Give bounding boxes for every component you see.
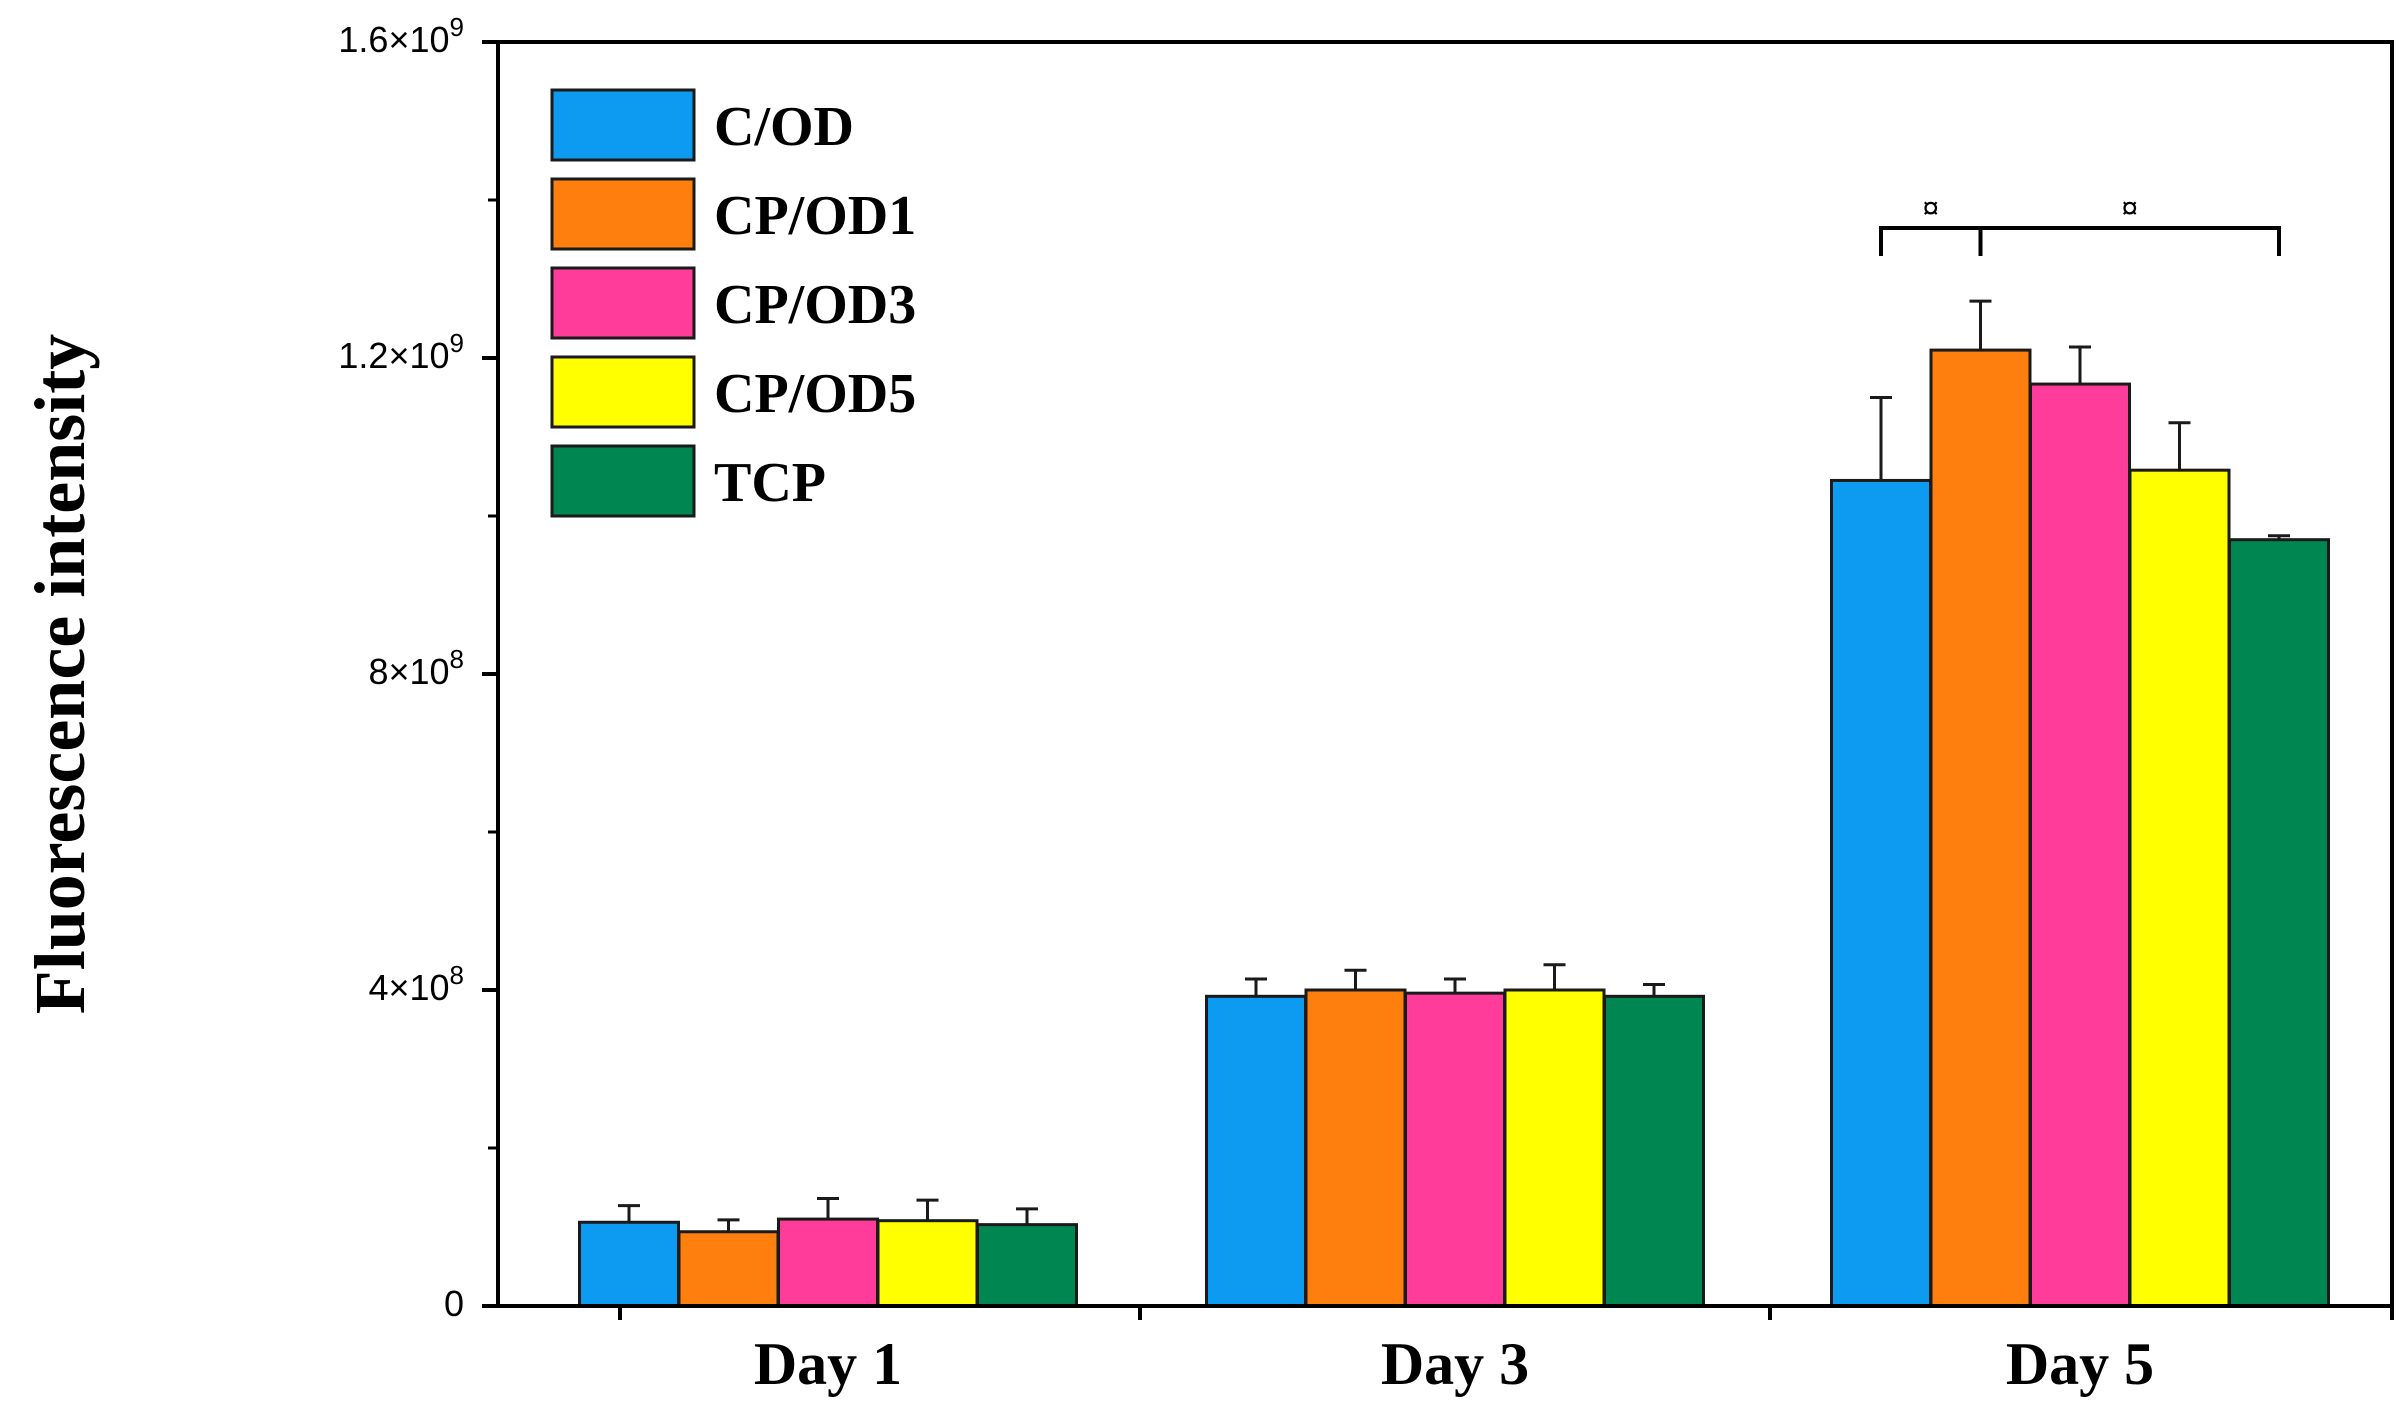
- bar: [777, 1217, 879, 1308]
- legend-label: CP/OD3: [714, 274, 916, 336]
- legend-swatch: [550, 88, 696, 162]
- legend-label: CP/OD5: [714, 363, 916, 425]
- significance-bracket: [1978, 226, 2281, 256]
- bar: [677, 1230, 780, 1308]
- significance-brackets: ¤ ¤: [1879, 192, 2281, 256]
- bar: [1404, 991, 1506, 1308]
- legend-swatch: [550, 266, 696, 340]
- legend-label: CP/OD1: [714, 185, 916, 247]
- bars: [578, 348, 2330, 1308]
- y-tick-label: 0: [444, 1283, 464, 1324]
- y-axis-title: Fluorescence intensity: [20, 334, 100, 1015]
- bar: [578, 1220, 680, 1308]
- legend-swatch: [550, 177, 696, 251]
- error-bars: [618, 299, 2290, 1232]
- bar: [2228, 538, 2330, 1308]
- bar: [1503, 988, 1606, 1308]
- bar: [1205, 994, 1307, 1308]
- legend-label: TCP: [714, 452, 826, 514]
- y-tick-label: 1.6×109: [338, 12, 464, 60]
- bar: [1603, 994, 1705, 1308]
- bar: [976, 1223, 1078, 1308]
- bar: [876, 1219, 979, 1308]
- legend: C/OD CP/OD1 CP/OD3 CP/OD5 TCP: [550, 88, 916, 518]
- bar: [2029, 382, 2131, 1308]
- legend-swatch: [550, 444, 696, 518]
- x-category-label: Day 1: [754, 1331, 902, 1397]
- bar: [1830, 478, 1932, 1308]
- bar: [1929, 348, 2032, 1308]
- bar: [1304, 988, 1407, 1308]
- significance-marker: ¤: [2121, 192, 2138, 225]
- bar: [2128, 468, 2231, 1308]
- significance-bracket: [1879, 226, 1983, 256]
- y-axis: 0 4×108 8×108 1.2×109 1.6×109: [338, 12, 498, 1324]
- x-axis: Day 1 Day 3 Day 5: [618, 1306, 2394, 1397]
- legend-swatch: [550, 355, 696, 429]
- y-tick-label: 4×108: [368, 960, 464, 1008]
- y-tick-label: 8×108: [368, 644, 464, 692]
- legend-label: C/OD: [714, 96, 854, 158]
- x-category-label: Day 3: [1381, 1331, 1529, 1397]
- significance-marker: ¤: [1922, 192, 1939, 225]
- y-tick-label: 1.2×109: [338, 328, 464, 376]
- x-category-label: Day 5: [2006, 1331, 2154, 1397]
